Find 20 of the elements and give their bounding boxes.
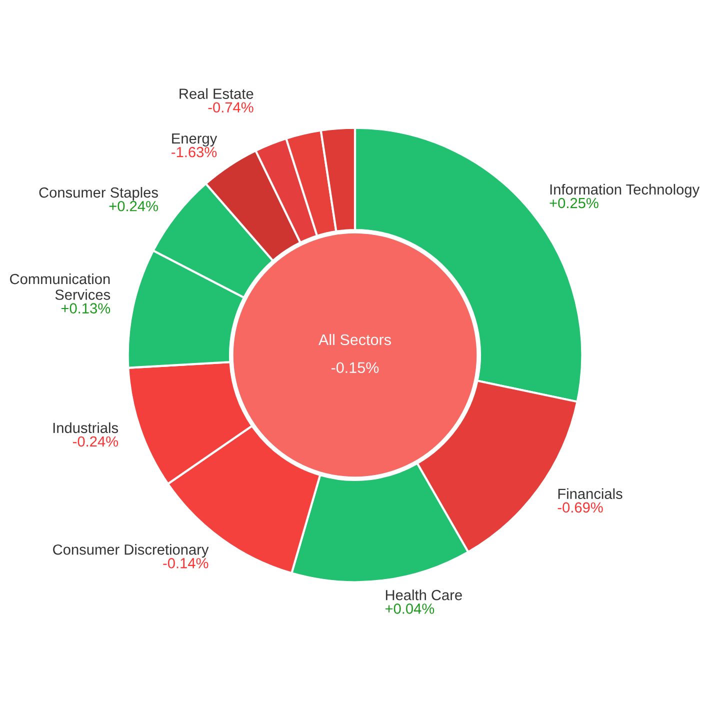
slice-label: Communication Services bbox=[10, 273, 110, 300]
text: -0.24% bbox=[72, 436, 118, 447]
slice-label: Real Estate bbox=[180, 88, 254, 99]
slice-label: Consumer Discretionary bbox=[53, 544, 209, 558]
slice-label: Energy bbox=[172, 133, 218, 147]
text: -0.15% bbox=[331, 362, 379, 374]
text: +0.13% bbox=[61, 303, 110, 314]
slice-label: Industrials bbox=[53, 422, 118, 434]
slice-label: Health Care bbox=[386, 590, 462, 600]
text: +0.24% bbox=[109, 200, 158, 212]
text: All Sectors bbox=[318, 334, 391, 346]
text: -0.14% bbox=[163, 558, 208, 568]
text: +0.04% bbox=[385, 604, 434, 614]
text: +0.25% bbox=[550, 198, 598, 208]
slice-label: Consumer Staples bbox=[39, 186, 158, 201]
text: -0.69% bbox=[558, 502, 603, 513]
slice-label: Information Technology bbox=[550, 184, 700, 198]
slice-label: Financials bbox=[558, 488, 622, 500]
text: -1.63% bbox=[172, 146, 217, 158]
text: -0.74% bbox=[208, 102, 254, 113]
